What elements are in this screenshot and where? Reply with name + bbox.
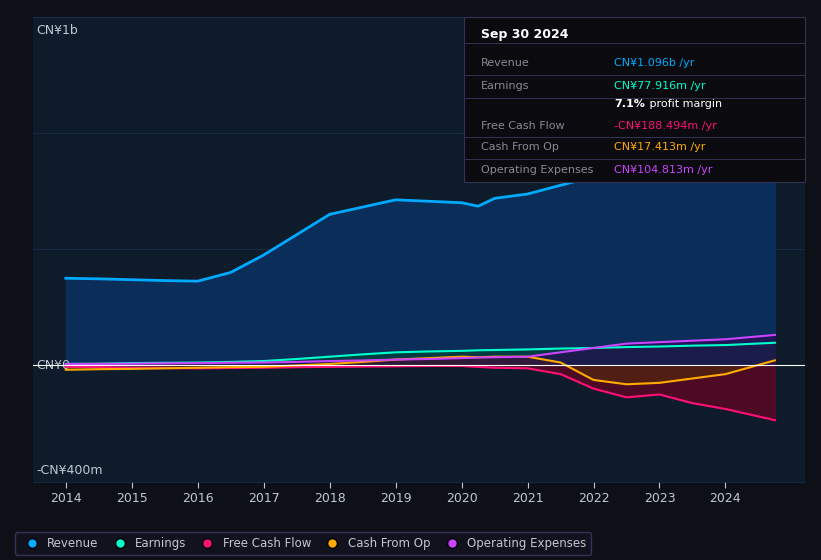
Text: -CN¥400m: -CN¥400m: [37, 464, 103, 477]
Text: Operating Expenses: Operating Expenses: [481, 165, 594, 175]
Text: 7.1%: 7.1%: [614, 99, 644, 109]
Text: CN¥77.916m /yr: CN¥77.916m /yr: [614, 81, 705, 91]
Legend: Revenue, Earnings, Free Cash Flow, Cash From Op, Operating Expenses: Revenue, Earnings, Free Cash Flow, Cash …: [15, 532, 591, 555]
Text: CN¥0: CN¥0: [37, 359, 71, 372]
Text: Cash From Op: Cash From Op: [481, 142, 559, 152]
Text: profit margin: profit margin: [646, 99, 722, 109]
Text: CN¥1.096b /yr: CN¥1.096b /yr: [614, 58, 694, 68]
Text: CN¥1b: CN¥1b: [37, 24, 79, 37]
Text: CN¥17.413m /yr: CN¥17.413m /yr: [614, 142, 705, 152]
Text: Sep 30 2024: Sep 30 2024: [481, 29, 568, 41]
Text: -CN¥188.494m /yr: -CN¥188.494m /yr: [614, 121, 717, 131]
Text: Free Cash Flow: Free Cash Flow: [481, 121, 565, 131]
Text: CN¥104.813m /yr: CN¥104.813m /yr: [614, 165, 712, 175]
Text: Earnings: Earnings: [481, 81, 530, 91]
Text: Revenue: Revenue: [481, 58, 530, 68]
